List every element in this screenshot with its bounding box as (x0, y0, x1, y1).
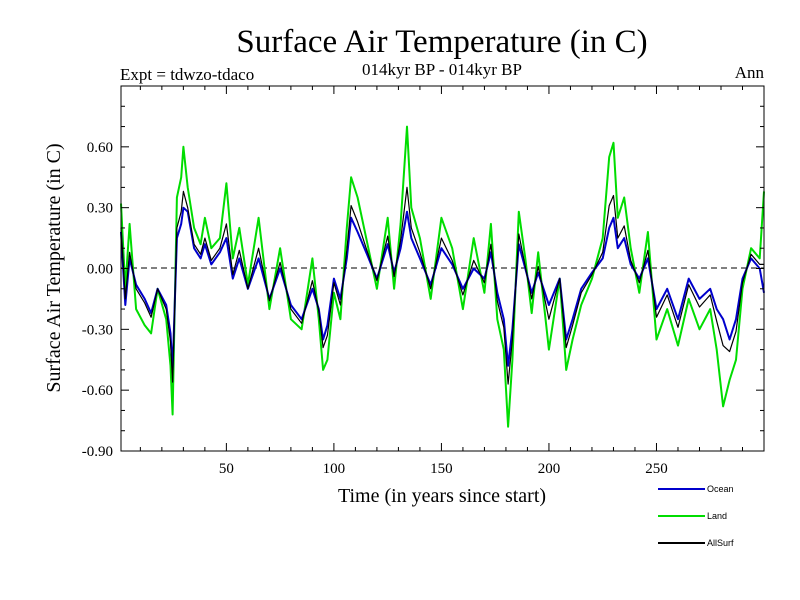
expt-label: Expt = tdwzo-tdaco (120, 65, 254, 84)
chart-title: Surface Air Temperature (in C) (236, 24, 647, 60)
x-tick-label: 250 (645, 461, 668, 477)
legend-label-land: Land (707, 511, 727, 521)
x-tick-label: 200 (538, 461, 561, 477)
x-tick-label: 50 (219, 461, 234, 477)
y-tick-label: -0.90 (82, 444, 113, 460)
chart-subtitle: 014kyr BP - 014kyr BP (362, 60, 522, 79)
y-tick-label: 0.00 (87, 262, 113, 278)
y-tick-label: -0.60 (82, 383, 113, 399)
chart-legend: Ocean Land AllSurf (658, 484, 734, 548)
series-line-allsurf (120, 186, 764, 385)
y-tick-label: 0.30 (87, 201, 113, 217)
plot-frame (120, 85, 765, 452)
axis-ticks (121, 85, 765, 452)
period-label: Ann (735, 63, 765, 82)
y-tick-label: 0.60 (87, 140, 113, 156)
series-line-land (120, 125, 765, 428)
y-tick-label: -0.30 (82, 322, 113, 338)
legend-label-ocean: Ocean (707, 484, 734, 494)
series-lines (120, 125, 765, 428)
x-tick-label: 150 (430, 461, 453, 477)
axis-tick-labels: 50 100 150 200 250 -0.90 -0.60 -0.30 0.00 0.30 0.6… (82, 140, 668, 477)
legend-label-allsurf: AllSurf (707, 538, 734, 548)
x-tick-label: 100 (323, 461, 346, 477)
x-axis-label: Time (in years since start) (338, 485, 546, 507)
y-axis-label: Surface Air Temperature (in C) (43, 143, 65, 392)
